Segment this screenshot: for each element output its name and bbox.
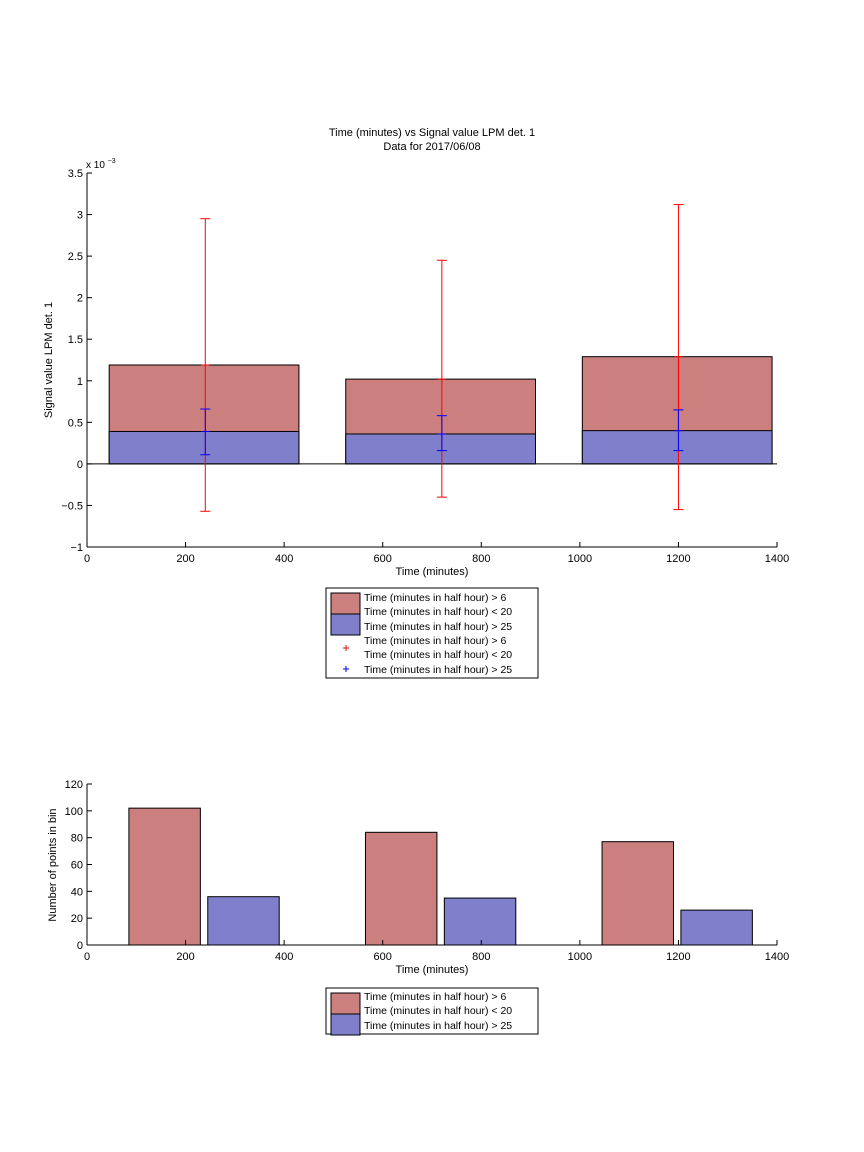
bottom-legend-patch-1 <box>330 1013 361 1036</box>
top-errorbar-4 <box>673 204 684 511</box>
top-x-tick-label-2: 400 <box>275 553 293 565</box>
bottom-legend-box <box>325 987 539 1035</box>
bottom-bar-2 <box>364 831 438 946</box>
top-bar-1 <box>108 430 300 465</box>
bottom-legend-label-0a: Time (minutes in half hour) > 6 <box>364 991 506 1003</box>
bottom-x-tick-label-1: 200 <box>176 951 194 963</box>
top-x-tick-label-4: 800 <box>472 553 490 565</box>
bottom-y-axis-label: Number of points in bin <box>47 808 59 921</box>
bottom-bar-5 <box>680 909 753 946</box>
top-errorbar-0 <box>200 218 211 512</box>
top-legend-patch-0 <box>330 592 361 615</box>
bottom-plot: 0 200 400 600 800 1000 1200 1400 0 20 40 60 80 100 120 <box>65 779 790 963</box>
top-legend-label-3: Time (minutes in half hour) > 25 <box>364 664 512 676</box>
top-legend-label-0b: Time (minutes in half hour) < 20 <box>364 606 512 618</box>
top-x-tick-label-3: 600 <box>374 553 392 565</box>
bottom-x-tick-label-7: 1400 <box>765 951 789 963</box>
bottom-y-tick-label-5: 100 <box>65 806 83 818</box>
top-legend-label-0a: Time (minutes in half hour) > 6 <box>364 592 506 604</box>
top-x-tick-label-5: 1000 <box>568 553 592 565</box>
bottom-legend-patch-0 <box>330 992 361 1015</box>
bottom-y-tick-label-1: 20 <box>71 913 83 925</box>
top-legend-label-2a: Time (minutes in half hour) > 6 <box>364 635 506 647</box>
top-legend-plus-blue <box>343 666 349 672</box>
bottom-x-tick-label-6: 1200 <box>666 951 690 963</box>
bottom-y-tick-label-0: 0 <box>77 940 83 952</box>
chart-subtitle: Data for 2017/06/08 <box>383 141 480 153</box>
top-errorbar-1 <box>200 408 211 456</box>
top-legend-plus-red <box>343 645 349 651</box>
top-legend: Time (minutes in half hour) > 6 Time (mi… <box>325 587 539 679</box>
bottom-x-tick-label-0: 0 <box>84 951 90 963</box>
top-y-axis-label: Signal value LPM det. 1 <box>43 302 55 418</box>
top-legend-label-1: Time (minutes in half hour) > 25 <box>364 621 512 633</box>
top-bar-3 <box>345 433 536 465</box>
top-y-tick-label-1: −0.5 <box>61 500 83 512</box>
top-x-tick-label-0: 0 <box>84 553 90 565</box>
top-legend-patch-1 <box>330 613 361 636</box>
bottom-bar-3 <box>443 897 517 946</box>
bottom-x-axis-label: Time (minutes) <box>396 964 469 976</box>
top-legend-label-2b: Time (minutes in half hour) < 20 <box>364 649 512 661</box>
top-y-tick-label-3: 0.5 <box>68 417 83 429</box>
top-y-tick-label-6: 2 <box>77 293 83 305</box>
top-bar-5 <box>581 430 773 465</box>
bottom-y-tick-label-6: 120 <box>65 779 83 791</box>
bottom-legend-label-1: Time (minutes in half hour) > 25 <box>364 1020 512 1032</box>
bottom-x-tick-label-2: 400 <box>275 951 293 963</box>
bottom-y-tick-label-4: 80 <box>71 833 83 845</box>
bottom-x-tick-label-5: 1000 <box>568 951 592 963</box>
top-errorbar-5 <box>673 409 684 452</box>
top-y-tick-label-4: 1 <box>77 376 83 388</box>
top-y-tick-label-2: 0 <box>77 459 83 471</box>
bottom-x-tick-label-4: 800 <box>472 951 490 963</box>
top-errorbar-3 <box>436 415 447 452</box>
bottom-bar-4 <box>601 841 674 946</box>
top-y-tick-label-9: 3.5 <box>68 168 83 180</box>
bottom-legend-label-0b: Time (minutes in half hour) < 20 <box>364 1005 512 1017</box>
bottom-legend: Time (minutes in half hour) > 6 Time (mi… <box>325 987 539 1036</box>
top-legend-box <box>325 587 539 679</box>
y-axis-exponent: x 10 −3 <box>86 158 116 171</box>
bottom-y-tick-label-2: 40 <box>71 886 83 898</box>
top-y-tick-label-0: −1 <box>70 542 83 554</box>
top-x-tick-label-1: 200 <box>176 553 194 565</box>
top-x-tick-label-6: 1200 <box>666 553 690 565</box>
bottom-bar-1 <box>207 896 280 946</box>
bottom-x-tick-label-3: 600 <box>374 951 392 963</box>
y-axis-exponent-power: −3 <box>108 158 116 165</box>
top-y-tick-label-5: 1.5 <box>68 334 83 346</box>
top-errorbar-2 <box>436 259 447 498</box>
bottom-y-tick-label-3: 60 <box>71 860 83 872</box>
top-y-tick-label-7: 2.5 <box>68 251 83 263</box>
chart-title: Time (minutes) vs Signal value LPM det. … <box>329 127 535 139</box>
y-axis-exponent-base: x 10 <box>86 160 105 171</box>
top-x-axis-label: Time (minutes) <box>396 566 469 578</box>
top-y-tick-label-8: 3 <box>77 210 83 222</box>
bottom-bar-0 <box>128 807 201 946</box>
top-x-tick-label-7: 1400 <box>765 553 789 565</box>
top-plot: 0 200 400 600 800 1000 1200 1400 −1 −0.5 0 0.5 1 1.5 2… <box>61 168 789 565</box>
